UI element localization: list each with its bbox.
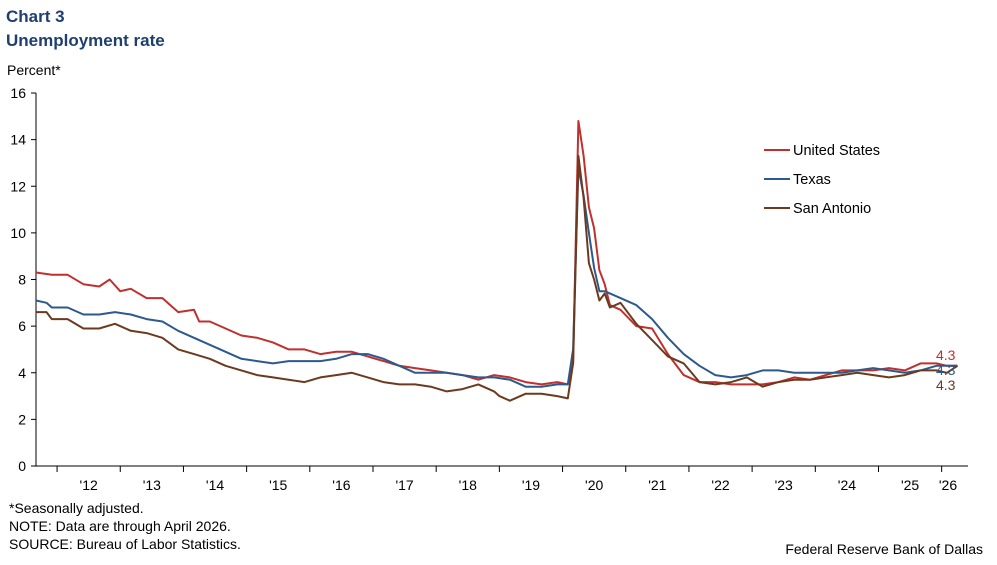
- x-tick-label: '16: [332, 477, 350, 493]
- y-tick-label: 12: [10, 178, 26, 194]
- x-tick-label: '24: [838, 477, 856, 493]
- x-tick-label: '23: [775, 477, 793, 493]
- legend-label: Texas: [793, 172, 831, 188]
- series-line-united-states: [35, 120, 958, 386]
- series-line-san-antonio: [36, 154, 959, 402]
- x-tick-label: '14: [206, 477, 224, 493]
- y-tick-label: 6: [18, 318, 26, 334]
- credit-line: Federal Reserve Bank of Dallas: [785, 541, 983, 557]
- end-value-label: 4.3: [936, 362, 956, 378]
- x-tick-label: '12: [80, 477, 98, 493]
- y-tick-label: 8: [18, 272, 26, 288]
- x-tick-label: '21: [648, 477, 666, 493]
- x-tick-label: '13: [143, 477, 161, 493]
- axes: 0 2 4 6 8 10 12 14 16 '12 '13 '14 '15 '16 '17 '18 '19 '20…: [10, 85, 968, 493]
- x-tick-label: '17: [395, 477, 413, 493]
- x-tick-label: '22: [711, 477, 729, 493]
- chart-label: Chart 3: [6, 7, 65, 26]
- x-tick-label: '18: [459, 477, 477, 493]
- x-tick-label: '19: [522, 477, 540, 493]
- y-tick-label: 16: [10, 85, 26, 101]
- x-tick-label: '15: [269, 477, 287, 493]
- y-tick-label: 2: [18, 411, 26, 427]
- y-tick-label: 4: [18, 365, 26, 381]
- x-tick-label: '26: [939, 477, 957, 493]
- y-tick-label: 10: [10, 225, 26, 241]
- footnote-seasonal: *Seasonally adjusted.: [9, 500, 144, 516]
- legend-label: San Antonio: [793, 201, 871, 217]
- end-value-label: 4.3: [936, 377, 956, 393]
- legend: United States Texas San Antonio: [764, 143, 880, 217]
- footnote-source: SOURCE: Bureau of Labor Statistics.: [9, 536, 241, 552]
- y-tick-label: 14: [10, 132, 26, 148]
- y-axis-label: Percent*: [7, 62, 61, 78]
- x-tick-label: '25: [901, 477, 919, 493]
- x-tick-label: '20: [585, 477, 603, 493]
- chart-title: Unemployment rate: [6, 31, 165, 50]
- end-value-label: 4.3: [936, 347, 956, 363]
- footnote-note: NOTE: Data are through April 2026.: [9, 518, 231, 534]
- legend-label: United States: [793, 143, 880, 159]
- series-lines: [35, 120, 959, 402]
- y-tick-label: 0: [18, 458, 26, 474]
- end-labels: 4.34.34.3: [936, 347, 956, 393]
- series-line-texas: [35, 166, 958, 388]
